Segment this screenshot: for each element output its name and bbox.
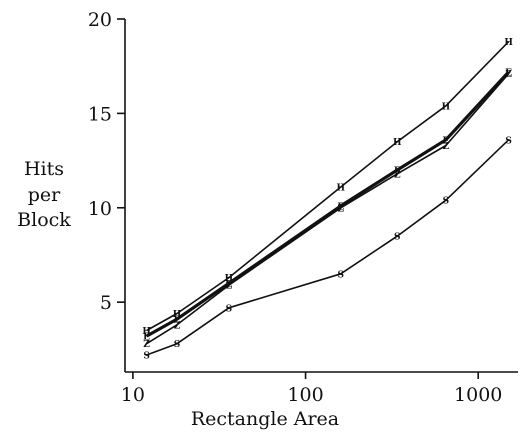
data-point-s: S — [226, 304, 233, 314]
plot-lines — [145, 41, 510, 356]
y-axis-title-line-2: per — [28, 184, 61, 206]
data-point-e: E — [505, 68, 512, 78]
data-point-z: Z — [443, 142, 450, 152]
data-point-e: E — [442, 136, 449, 146]
series-line-s — [146, 139, 510, 356]
data-point-z: Z — [174, 321, 181, 331]
data-point-e: E — [337, 202, 344, 212]
data-point-h: H — [337, 184, 346, 194]
data-point-h: H — [225, 274, 234, 284]
data-point-h: H — [504, 38, 513, 48]
data-point-h: H — [393, 138, 402, 148]
data-point-s: S — [505, 136, 512, 146]
data-point-s: S — [394, 233, 401, 243]
y-axis-title-line-1: Hits — [24, 158, 64, 180]
data-point-e: E — [225, 280, 232, 290]
ticks: 10 100 1000 5 10 15 20 — [88, 9, 503, 406]
data-point-z: Z — [505, 70, 512, 80]
y-tick-label: 20 — [88, 9, 112, 31]
data-point-h: H — [173, 310, 182, 320]
data-point-z: Z — [394, 170, 401, 180]
y-tick-label: 10 — [88, 198, 112, 220]
data-point-s: S — [338, 270, 345, 280]
series-line-h — [146, 41, 510, 332]
data-point-z: Z — [143, 340, 150, 350]
x-axis-title: Rectangle Area — [191, 408, 339, 430]
x-tick-label: 10 — [121, 384, 145, 406]
data-point-s: S — [174, 340, 181, 350]
data-point-z: Z — [338, 204, 345, 214]
series-line-z — [146, 73, 510, 345]
data-point-s: S — [443, 197, 450, 207]
data-point-h: H — [442, 102, 451, 112]
data-point-z: Z — [226, 282, 233, 292]
data-point-e: E — [174, 316, 181, 326]
x-tick-label: 1000 — [454, 384, 502, 406]
axes — [124, 19, 518, 373]
data-point-e: E — [143, 333, 150, 343]
x-tick-label: 100 — [287, 384, 323, 406]
data-point-s: S — [143, 352, 150, 362]
y-tick-label: 15 — [88, 103, 112, 125]
y-axis-title-line-3: Block — [17, 209, 71, 231]
y-tick-label: 5 — [100, 292, 112, 314]
series-line-e — [145, 70, 510, 338]
data-point-e: E — [394, 167, 401, 177]
data-point-h: H — [142, 327, 151, 337]
